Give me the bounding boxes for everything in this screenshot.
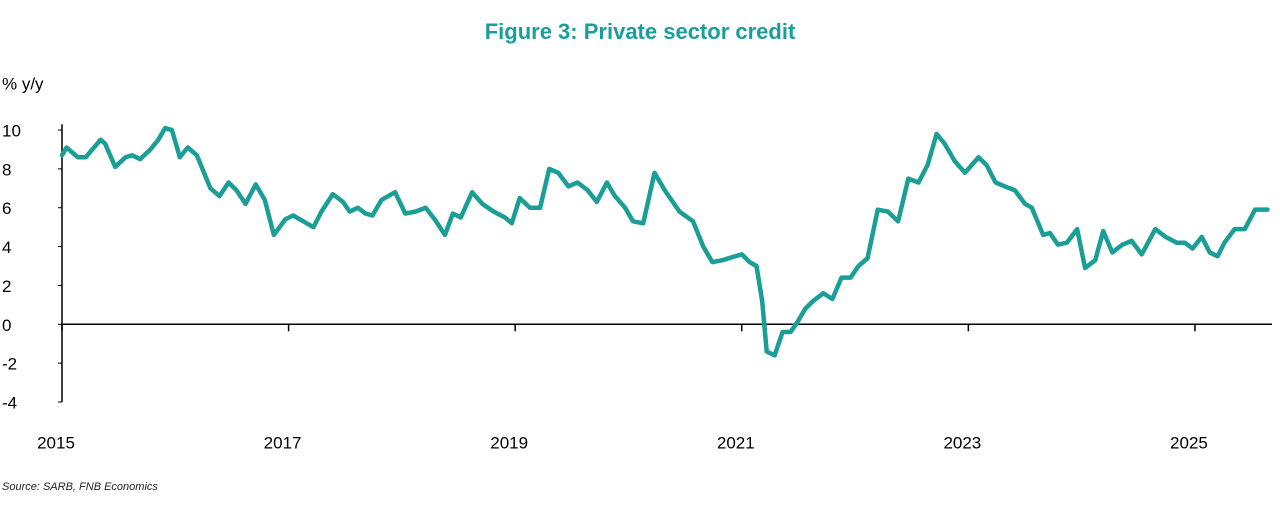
y-tick-label: 6: [2, 199, 11, 218]
y-tick-label: 8: [2, 160, 11, 179]
chart-title: Figure 3: Private sector credit: [485, 19, 796, 44]
y-tick-label: 10: [2, 122, 21, 141]
x-tick-label: 2015: [37, 433, 75, 452]
y-tick-label: -4: [2, 393, 17, 412]
source-note: Source: SARB, FNB Economics: [2, 481, 158, 493]
x-tick-label: 2019: [490, 433, 528, 452]
y-tick-label: 0: [2, 316, 11, 335]
data-line: [59, 125, 1270, 358]
x-tick-label: 2025: [1170, 433, 1208, 452]
y-tick-label: -2: [2, 355, 17, 374]
x-tick-label: 2017: [264, 433, 302, 452]
x-tick-label: 2023: [943, 433, 981, 452]
y-tick-label: 2: [2, 277, 11, 296]
y-axis-label: % y/y: [2, 74, 44, 93]
y-tick-label: 4: [2, 238, 11, 257]
x-tick-label: 2021: [717, 433, 755, 452]
